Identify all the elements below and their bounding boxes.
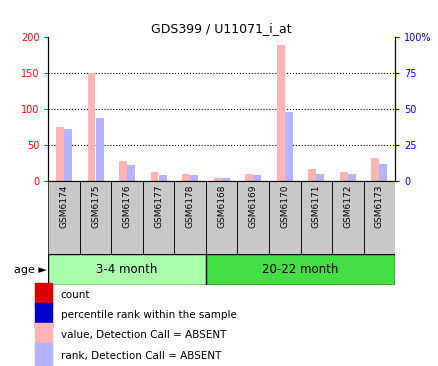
Bar	[213, 178, 221, 181]
Text: GSM6169: GSM6169	[248, 185, 257, 228]
Bar	[190, 175, 198, 181]
Bar	[35, 323, 52, 347]
Text: value, Detection Call = ABSENT: value, Detection Call = ABSENT	[60, 330, 226, 340]
Text: GSM6177: GSM6177	[154, 185, 163, 228]
Bar	[80, 181, 111, 254]
Bar	[87, 73, 95, 181]
Bar	[127, 165, 135, 181]
Bar	[316, 174, 324, 181]
Bar	[56, 127, 64, 181]
Bar	[331, 181, 363, 254]
Bar	[35, 303, 52, 327]
Text: GSM6175: GSM6175	[91, 185, 100, 228]
Bar	[142, 181, 174, 254]
Text: GSM6170: GSM6170	[279, 185, 289, 228]
Text: 20-22 month: 20-22 month	[262, 264, 338, 276]
Bar	[150, 172, 158, 181]
Title: GDS399 / U11071_i_at: GDS399 / U11071_i_at	[151, 22, 291, 36]
Bar	[276, 45, 284, 181]
Text: GSM6178: GSM6178	[185, 185, 194, 228]
Bar	[268, 181, 300, 254]
Text: GSM6171: GSM6171	[311, 185, 320, 228]
Bar	[182, 174, 190, 181]
Text: GSM6173: GSM6173	[374, 185, 383, 228]
Text: count: count	[60, 290, 90, 300]
Bar	[174, 181, 205, 254]
Bar	[35, 343, 52, 366]
Bar	[253, 175, 261, 181]
Bar	[347, 174, 355, 181]
Bar	[159, 175, 166, 181]
Text: 3-4 month: 3-4 month	[96, 264, 157, 276]
Text: GSM6168: GSM6168	[217, 185, 226, 228]
Bar	[245, 174, 252, 181]
Bar	[363, 181, 394, 254]
Bar	[119, 161, 127, 181]
Bar	[64, 129, 72, 181]
Bar	[111, 181, 142, 254]
Bar	[378, 164, 386, 181]
Bar	[221, 178, 229, 181]
Bar	[48, 181, 80, 254]
Bar	[300, 181, 331, 254]
Text: GSM6174: GSM6174	[60, 185, 68, 228]
Bar	[205, 254, 394, 285]
Bar	[284, 112, 292, 181]
Bar	[307, 169, 315, 181]
Text: age ►: age ►	[14, 265, 46, 275]
Bar	[35, 283, 52, 307]
Bar	[48, 254, 205, 285]
Text: rank, Detection Call = ABSENT: rank, Detection Call = ABSENT	[60, 351, 220, 361]
Bar	[237, 181, 268, 254]
Bar	[205, 181, 237, 254]
Bar	[339, 172, 347, 181]
Bar	[95, 117, 103, 181]
Bar	[371, 158, 378, 181]
Text: percentile rank within the sample: percentile rank within the sample	[60, 310, 236, 320]
Text: GSM6176: GSM6176	[122, 185, 131, 228]
Text: GSM6172: GSM6172	[343, 185, 352, 228]
